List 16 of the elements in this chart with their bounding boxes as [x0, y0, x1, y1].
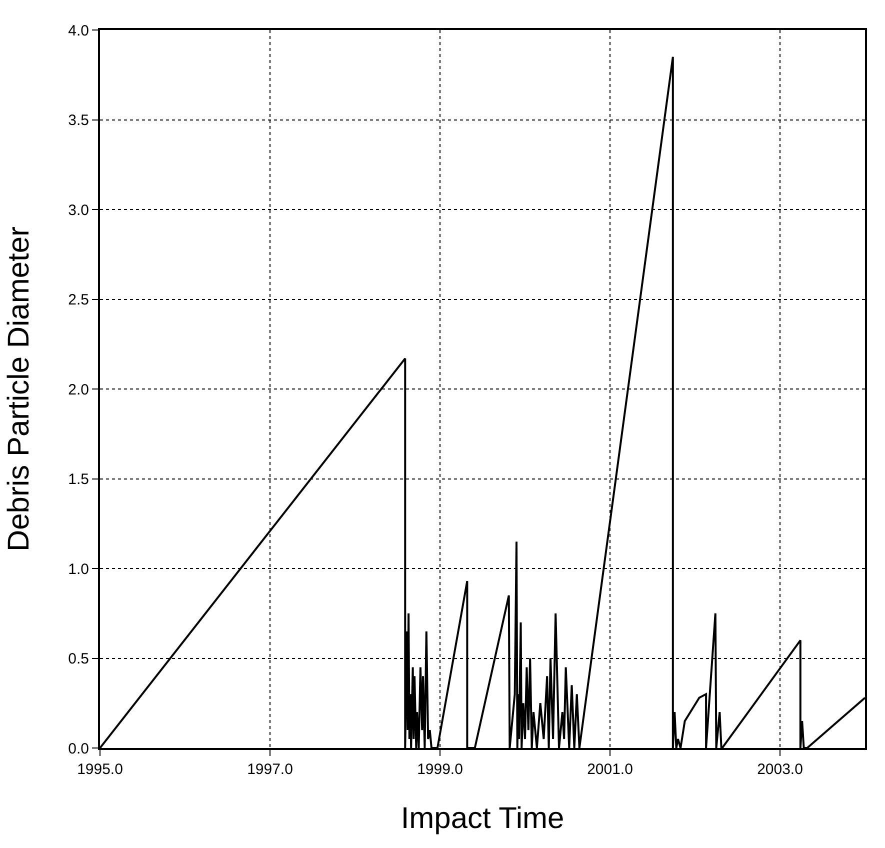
y-tick-label: 0.0	[68, 740, 89, 758]
x-tick-label: 2003.0	[757, 761, 803, 778]
x-tick-label: 1995.0	[77, 761, 123, 778]
x-axis-title: Impact Time	[400, 802, 564, 835]
y-tick-label: 2.0	[68, 381, 89, 398]
x-tick-label: 1999.0	[417, 761, 463, 778]
y-tick-label: 3.0	[68, 202, 89, 219]
x-tick-label: 1997.0	[247, 761, 293, 778]
y-tick-label: 0.5	[68, 650, 89, 668]
y-tick-label: 1.0	[68, 560, 89, 578]
y-tick-label: 2.5	[68, 292, 89, 308]
y-tick-label: 4.0	[68, 22, 89, 40]
x-tick-label: 2001.0	[587, 761, 633, 778]
y-tick-label: 3.5	[68, 112, 89, 129]
y-axis-title: Debris Particle Diameter	[2, 226, 36, 552]
y-tick-label: 1.5	[68, 471, 89, 488]
